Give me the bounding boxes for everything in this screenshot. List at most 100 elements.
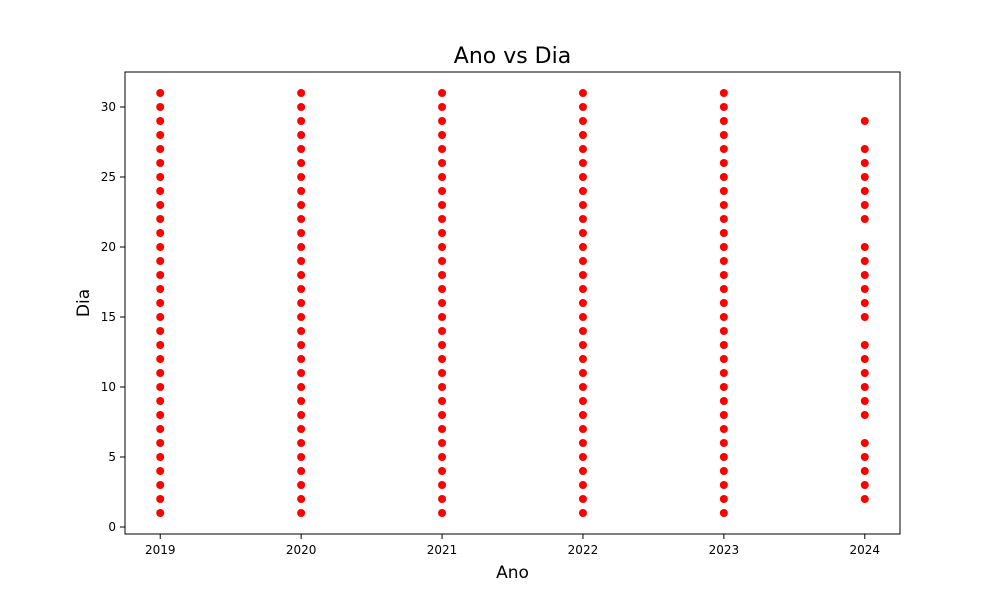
data-point bbox=[156, 439, 165, 447]
x-axis-title: Ano bbox=[496, 563, 529, 583]
data-point bbox=[438, 327, 447, 335]
data-point bbox=[438, 131, 447, 139]
data-point bbox=[297, 271, 306, 279]
data-point bbox=[860, 159, 869, 167]
y-axis-title: Dia bbox=[74, 289, 94, 317]
data-point bbox=[860, 355, 869, 363]
data-point bbox=[860, 439, 869, 447]
data-point bbox=[297, 355, 306, 363]
data-point bbox=[578, 425, 587, 433]
data-point bbox=[438, 439, 447, 447]
data-point bbox=[578, 327, 587, 335]
data-point bbox=[297, 243, 306, 251]
y-tick-label: 15 bbox=[101, 310, 116, 324]
data-point bbox=[438, 425, 447, 433]
data-point bbox=[297, 425, 306, 433]
data-point bbox=[156, 257, 165, 265]
data-point bbox=[719, 131, 728, 139]
data-point bbox=[156, 103, 165, 111]
data-point bbox=[438, 145, 447, 153]
data-point bbox=[860, 453, 869, 461]
data-point bbox=[719, 145, 728, 153]
data-point bbox=[578, 229, 587, 237]
data-point bbox=[438, 467, 447, 475]
data-point bbox=[438, 481, 447, 489]
data-point bbox=[578, 495, 587, 503]
data-point bbox=[719, 369, 728, 377]
data-point bbox=[156, 369, 165, 377]
data-point bbox=[297, 439, 306, 447]
data-point bbox=[860, 313, 869, 321]
data-point bbox=[438, 383, 447, 391]
data-point bbox=[438, 397, 447, 405]
data-point bbox=[719, 285, 728, 293]
data-point bbox=[438, 509, 447, 517]
data-point bbox=[578, 355, 587, 363]
data-point bbox=[578, 117, 587, 125]
data-point bbox=[860, 257, 869, 265]
data-point bbox=[297, 215, 306, 223]
data-point bbox=[438, 243, 447, 251]
data-point bbox=[297, 411, 306, 419]
data-point bbox=[719, 201, 728, 209]
data-point bbox=[578, 285, 587, 293]
data-point bbox=[297, 383, 306, 391]
data-point bbox=[438, 411, 447, 419]
data-point bbox=[860, 411, 869, 419]
x-tick-label: 2019 bbox=[145, 543, 176, 557]
data-point bbox=[860, 341, 869, 349]
data-point bbox=[719, 425, 728, 433]
data-point bbox=[719, 397, 728, 405]
data-point bbox=[719, 481, 728, 489]
data-point bbox=[719, 117, 728, 125]
data-point bbox=[297, 327, 306, 335]
data-point bbox=[438, 89, 447, 97]
data-point bbox=[578, 397, 587, 405]
data-point bbox=[438, 299, 447, 307]
x-tick-label: 2021 bbox=[427, 543, 458, 557]
data-point bbox=[719, 299, 728, 307]
data-point bbox=[438, 257, 447, 265]
data-point bbox=[578, 313, 587, 321]
data-point bbox=[860, 299, 869, 307]
data-point bbox=[719, 159, 728, 167]
data-point bbox=[297, 257, 306, 265]
data-point bbox=[719, 243, 728, 251]
data-point bbox=[156, 453, 165, 461]
data-points bbox=[156, 89, 869, 517]
data-point bbox=[438, 341, 447, 349]
data-point bbox=[156, 397, 165, 405]
data-point bbox=[719, 327, 728, 335]
data-point bbox=[578, 341, 587, 349]
data-point bbox=[156, 271, 165, 279]
data-point bbox=[297, 481, 306, 489]
data-point bbox=[156, 229, 165, 237]
data-point bbox=[438, 103, 447, 111]
data-point bbox=[860, 187, 869, 195]
data-point bbox=[719, 257, 728, 265]
data-point bbox=[438, 215, 447, 223]
plot-area bbox=[124, 71, 901, 535]
data-point bbox=[297, 187, 306, 195]
data-point bbox=[438, 117, 447, 125]
data-point bbox=[860, 397, 869, 405]
data-point bbox=[578, 453, 587, 461]
data-point bbox=[297, 89, 306, 97]
data-point bbox=[578, 89, 587, 97]
data-point bbox=[297, 495, 306, 503]
data-point bbox=[156, 299, 165, 307]
data-point bbox=[719, 509, 728, 517]
x-tick-label: 2022 bbox=[568, 543, 599, 557]
data-point bbox=[156, 117, 165, 125]
data-point bbox=[860, 117, 869, 125]
data-point bbox=[156, 411, 165, 419]
data-point bbox=[578, 509, 587, 517]
data-point bbox=[719, 495, 728, 503]
data-point bbox=[297, 467, 306, 475]
data-point bbox=[438, 285, 447, 293]
data-point bbox=[156, 467, 165, 475]
data-point bbox=[156, 355, 165, 363]
data-point bbox=[297, 509, 306, 517]
data-point bbox=[860, 495, 869, 503]
